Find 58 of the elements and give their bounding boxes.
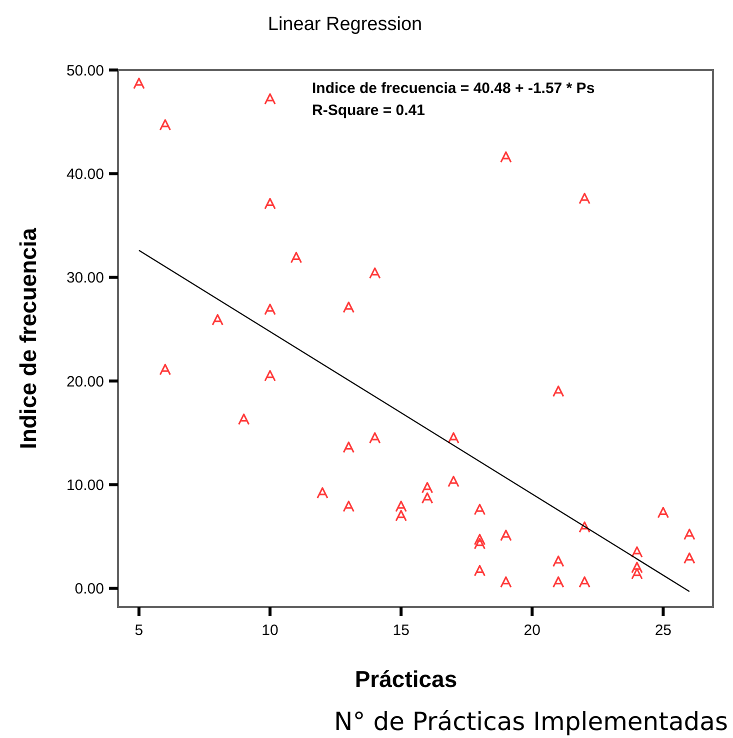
x-tick-label: 20: [524, 622, 540, 639]
x-axis-title: Prácticas: [354, 666, 458, 692]
point: [159, 119, 171, 131]
point: [238, 414, 250, 426]
point: [684, 552, 696, 564]
point: [448, 476, 460, 488]
point: [290, 252, 302, 264]
point: [421, 482, 434, 494]
point: [474, 538, 486, 550]
point: [552, 556, 564, 568]
point: [684, 528, 696, 540]
point: [264, 198, 276, 210]
point: [369, 432, 381, 444]
point: [133, 78, 145, 90]
point: [500, 530, 512, 542]
point: [342, 302, 354, 314]
point: [316, 487, 328, 499]
point: [395, 500, 407, 512]
point: [421, 492, 434, 504]
point: [474, 534, 486, 546]
x-tick-label: 15: [392, 622, 410, 639]
point: [395, 510, 407, 522]
point: [159, 364, 171, 376]
x-tick-label: 5: [134, 622, 144, 639]
y-tick-label: 10.00: [66, 476, 104, 494]
x-tick-label: 10: [262, 622, 278, 639]
point: [578, 192, 590, 204]
chart-title: Linear Regression: [268, 14, 422, 35]
x-tick-label: 25: [654, 622, 672, 639]
y-tick-label: 50.00: [66, 62, 104, 80]
point: [657, 506, 669, 518]
point: [631, 546, 643, 558]
text: N° de Prácticas Implementadas: [334, 707, 728, 736]
point: [474, 564, 486, 577]
point: [552, 576, 564, 588]
point: [578, 576, 590, 588]
point: [264, 370, 276, 382]
point: [369, 267, 381, 279]
annotation: R-Square = 0.41: [312, 102, 425, 119]
y-tick-label: 20.00: [66, 373, 104, 390]
y-axis-title: Indice de frecuencia: [15, 228, 41, 450]
point: [552, 386, 564, 398]
point: [578, 521, 590, 533]
point: [264, 304, 276, 316]
point: [474, 504, 486, 516]
y-tick-label: 0.00: [74, 580, 104, 598]
y-tick-label: 40.00: [66, 166, 104, 183]
point: [631, 568, 643, 580]
point: [631, 562, 643, 574]
point: [264, 93, 276, 105]
y-tick-label: 30.00: [66, 270, 104, 287]
point: [342, 500, 354, 512]
point: [212, 314, 224, 326]
point: [500, 576, 512, 588]
point: [500, 151, 512, 163]
point: [448, 432, 460, 444]
annotation: Indice de frecuencia = 40.48 + -1.57 * Ps: [312, 80, 595, 97]
point: [342, 442, 354, 454]
